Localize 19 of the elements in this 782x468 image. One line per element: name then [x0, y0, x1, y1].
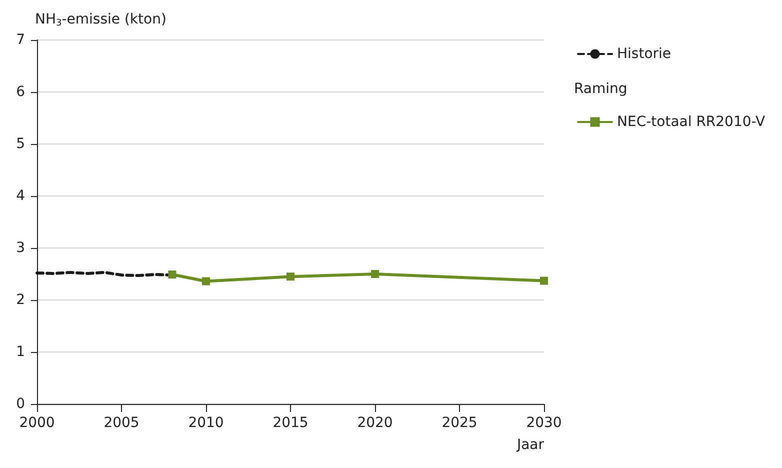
x-tick-label: 2030: [526, 415, 562, 431]
x-axis-title: Jaar: [516, 437, 544, 453]
y-tick-label: 4: [16, 188, 26, 204]
x-tick-label: 2000: [19, 415, 55, 431]
y-tick-label: 7: [16, 32, 25, 48]
legend-title: Raming: [574, 81, 628, 97]
y-tick-label: 0: [16, 396, 25, 412]
y-tick-label: 5: [16, 136, 25, 152]
y-tick-label: 3: [16, 240, 25, 256]
x-tick-label: 2025: [442, 415, 478, 431]
x-tick-label: 2010: [188, 415, 224, 431]
x-tick-label: 2015: [272, 415, 308, 431]
y-tick-label: 6: [16, 84, 26, 100]
y-tick-label: 2: [16, 292, 25, 308]
x-tick-label: 2020: [357, 415, 393, 431]
y-tick-label: 1: [16, 344, 25, 360]
legend-label: NEC-totaal RR2010-V: [617, 114, 766, 130]
x-tick-label: 2005: [104, 415, 140, 431]
legend-label: Historie: [617, 46, 672, 62]
